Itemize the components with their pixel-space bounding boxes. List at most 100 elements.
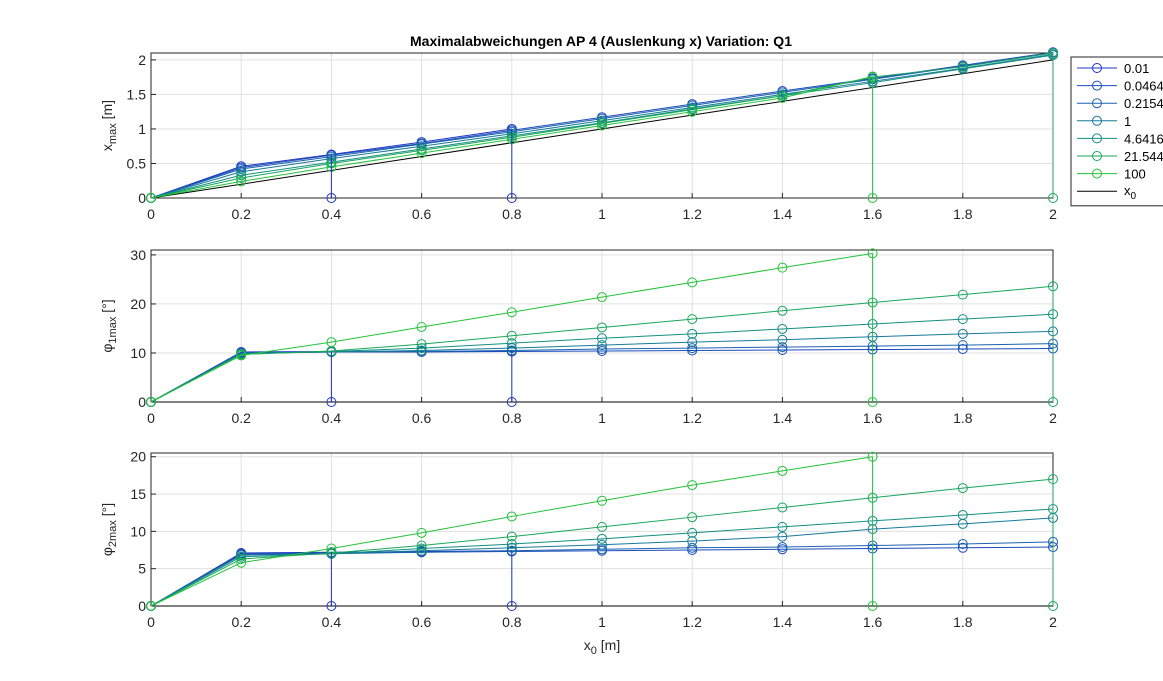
legend-marker	[1092, 63, 1102, 73]
drop-marker-21.5443	[1048, 193, 1058, 203]
x-tick-label: 1.4	[773, 206, 793, 222]
y-tick-label: 1	[138, 121, 146, 137]
x-tick-label: 0.2	[231, 410, 251, 426]
x-tick-label: 1.8	[953, 206, 973, 222]
marker-100	[777, 92, 788, 103]
x-tick-label: 0.6	[412, 614, 432, 630]
y-tick-label: 0	[138, 394, 146, 410]
marker-1	[777, 334, 788, 345]
marker-0.2154	[777, 542, 788, 553]
marker-1	[687, 536, 698, 547]
drop-marker-100	[867, 601, 878, 611]
y-tick-label: 0	[138, 190, 146, 206]
marker-100	[416, 148, 427, 159]
marker-100	[687, 106, 698, 117]
x-tick-label: 1.8	[953, 410, 973, 426]
marker-4.6416	[687, 328, 698, 339]
legend-label: 0.01	[1124, 61, 1149, 76]
legend-label: 100	[1124, 167, 1146, 182]
marker-0.2154	[687, 542, 698, 553]
marker-0.0464	[687, 345, 698, 356]
marker-4.6416	[777, 521, 788, 532]
x-tick-label: 0.2	[231, 206, 251, 222]
marker-4.6416	[506, 539, 517, 550]
y-tick-label: 30	[130, 247, 146, 263]
marker-4.6416	[957, 314, 968, 325]
x-tick-label: 0.2	[231, 614, 251, 630]
x-tick-label: 1.2	[682, 206, 702, 222]
y-tick-label: 15	[130, 486, 146, 502]
marker-1	[416, 345, 427, 356]
marker-1	[597, 340, 607, 351]
subplot-3: 0 0.2 0.4 0.6 0.8 1 1.2 1.4 1.6 1.8 205101520φ2max…	[99, 449, 1058, 630]
marker-4.6416	[236, 551, 247, 562]
drop-marker-0.01	[326, 193, 337, 203]
marker-100	[236, 350, 247, 361]
legend-label: 0.0464	[1124, 79, 1163, 94]
series-line-100	[150, 456, 873, 607]
marker-1	[236, 166, 247, 177]
x-tick-label: 0	[147, 206, 155, 222]
x-tick-label: 1.2	[682, 410, 702, 426]
x-tick-label: 0.8	[502, 410, 522, 426]
y-tick-label: 20	[130, 449, 146, 465]
legend-label-x0: x0	[1124, 183, 1137, 202]
drop-marker-0.01	[326, 397, 337, 407]
marker-21.5443	[236, 553, 247, 564]
marker-4.6416	[236, 170, 247, 181]
y-tick-label: 10	[130, 345, 146, 361]
y-axis-label: xmax [m]	[99, 100, 119, 151]
marker-4.6416	[416, 343, 427, 354]
y-tick-label: 20	[130, 296, 146, 312]
marker-0.0464	[957, 542, 968, 553]
y-axis-label: φ2max [°]	[99, 503, 119, 556]
marker-4.6416	[506, 338, 517, 349]
marker-100	[416, 527, 427, 538]
drop-marker-21.5443	[1048, 601, 1058, 611]
y-tick-label: 0	[138, 598, 146, 614]
legend-marker	[1092, 151, 1102, 161]
x-tick-label: 2	[1049, 614, 1057, 630]
marker-21.5443	[416, 540, 427, 551]
marker-100	[146, 397, 156, 407]
drop-marker-0.01	[506, 601, 517, 611]
marker-0.2154	[687, 343, 698, 354]
legend-marker	[1092, 168, 1102, 179]
marker-21.5443	[416, 145, 427, 156]
drop-marker-21.5443	[1048, 397, 1058, 407]
marker-100	[416, 321, 427, 332]
marker-100	[146, 601, 156, 611]
x-tick-label: 0.4	[322, 206, 342, 222]
legend-label: 0.2154	[1124, 96, 1163, 111]
y-tick-label: 2	[138, 52, 146, 68]
marker-4.6416	[777, 323, 788, 334]
drop-marker-0.01	[326, 601, 337, 611]
marker-4.6416	[597, 333, 607, 344]
marker-21.5443	[777, 502, 788, 513]
series-line-100	[150, 252, 873, 403]
x-tick-label: 2	[1049, 410, 1057, 426]
marker-100	[236, 176, 247, 187]
marker-0.2154	[957, 340, 968, 351]
x-tick-label: 0.8	[502, 206, 522, 222]
x-tick-label: 1.4	[773, 614, 793, 630]
marker-1	[687, 337, 698, 348]
y-tick-label: 0.5	[127, 155, 147, 171]
legend-marker	[1092, 115, 1102, 126]
marker-21.5443	[597, 521, 607, 532]
marker-0.2154	[597, 344, 607, 355]
x-tick-label: 0	[147, 614, 155, 630]
marker-1	[957, 328, 968, 339]
marker-0.0464	[777, 345, 788, 356]
marker-4.6416	[687, 527, 698, 538]
marker-21.5443	[687, 512, 698, 523]
marker-0.2154	[777, 342, 788, 353]
marker-21.5443	[506, 330, 517, 341]
chart-title: Maximalabweichungen AP 4 (Auslenkung x) …	[410, 33, 792, 49]
x-tick-label: 1.2	[682, 614, 702, 630]
marker-100	[146, 193, 156, 203]
series-line-4.6416	[150, 54, 1054, 199]
x-axis-label: x0 [m]	[584, 637, 620, 657]
marker-100	[687, 480, 698, 491]
